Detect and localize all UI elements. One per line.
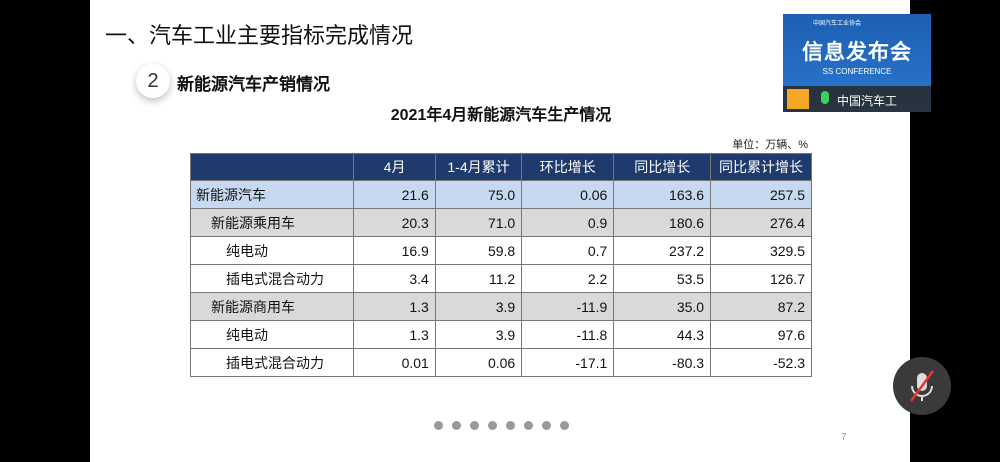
- column-header: [189, 153, 355, 181]
- cell: 44.3: [613, 320, 712, 349]
- cell: 2.2: [521, 264, 615, 293]
- mic-indicator: [821, 91, 829, 104]
- cell: 0.06: [434, 348, 523, 377]
- user-icon: [787, 89, 809, 109]
- cell: 87.2: [710, 292, 812, 321]
- video-banner: 信息发布会: [802, 41, 912, 64]
- cell: 163.6: [613, 180, 712, 209]
- row-label: 纯电动: [189, 320, 355, 349]
- table-row: 插电式混合动力 3.4 11.2 2.2 53.5 126.7: [189, 264, 812, 293]
- cell: 11.2: [434, 264, 523, 293]
- cell: 71.0: [434, 208, 523, 237]
- cell: 126.7: [710, 264, 812, 293]
- cell: 329.5: [710, 236, 812, 265]
- table-row: 新能源乘用车 20.3 71.0 0.9 180.6 276.4: [189, 208, 812, 237]
- mute-button[interactable]: [893, 357, 951, 415]
- video-logo: 中国汽车工业协会: [813, 21, 862, 27]
- video-subbanner: SS CONFERENCE: [822, 67, 892, 76]
- cell: -11.8: [521, 320, 615, 349]
- slide-title: 一、汽车工业主要指标完成情况: [105, 23, 414, 48]
- cell: 0.01: [353, 348, 436, 377]
- cell: 35.0: [613, 292, 712, 321]
- cell: 53.5: [613, 264, 712, 293]
- cell: 0.9: [521, 208, 615, 237]
- cell: -80.3: [613, 348, 712, 377]
- home-indicator: [372, 445, 628, 450]
- column-header: 4月: [353, 153, 436, 181]
- header-row: 4月 1-4月累计 环比增长 同比增长 同比累计增长: [189, 153, 812, 181]
- section-title: 新能源汽车产销情况: [177, 75, 330, 94]
- page-number: 7: [841, 432, 847, 443]
- section-number: 2: [136, 64, 170, 98]
- row-label: 纯电动: [189, 236, 355, 265]
- cell: -17.1: [521, 348, 615, 377]
- cell: 1.3: [353, 292, 436, 321]
- cell: 21.6: [353, 180, 436, 209]
- cell: 0.06: [521, 180, 615, 209]
- row-label: 插电式混合动力: [189, 348, 355, 377]
- pagination-dots[interactable]: [434, 421, 569, 430]
- cell: -52.3: [710, 348, 812, 377]
- cell: 16.9: [353, 236, 436, 265]
- table-row: 新能源汽车 21.6 75.0 0.06 163.6 257.5: [189, 180, 812, 209]
- cell: 3.9: [434, 320, 523, 349]
- cell: 20.3: [353, 208, 436, 237]
- participant-bar: 中国汽车工: [783, 86, 931, 112]
- cell: 1.3: [353, 320, 436, 349]
- table-row: 新能源商用车 1.3 3.9 -11.9 35.0 87.2: [189, 292, 812, 321]
- video-thumbnail[interactable]: 中国汽车工业协会 信息发布会 SS CONFERENCE 中国汽车工: [783, 14, 931, 112]
- cell: 75.0: [434, 180, 523, 209]
- table-title: 2021年4月新能源汽车生产情况: [390, 107, 612, 124]
- row-label: 新能源汽车: [189, 180, 355, 209]
- participant-name: 中国汽车工: [837, 94, 898, 108]
- cell: 3.4: [353, 264, 436, 293]
- data-table: 4月 1-4月累计 环比增长 同比增长 同比累计增长 新能源汽车 21.6 75.0 0.06 1…: [189, 153, 812, 377]
- row-label: 新能源商用车: [189, 292, 355, 321]
- cell: 180.6: [613, 208, 712, 237]
- column-header: 同比累计增长: [710, 153, 812, 181]
- mute-icon: [909, 370, 935, 402]
- cell: 3.9: [434, 292, 523, 321]
- column-header: 1-4月累计: [434, 153, 523, 181]
- row-label: 插电式混合动力: [189, 264, 355, 293]
- cell: -11.9: [521, 292, 615, 321]
- cell: 237.2: [613, 236, 712, 265]
- cell: 97.6: [710, 320, 812, 349]
- cell: 276.4: [710, 208, 812, 237]
- row-label: 新能源乘用车: [189, 208, 355, 237]
- cell: 0.7: [521, 236, 615, 265]
- cell: 59.8: [434, 236, 523, 265]
- table-row: 纯电动 16.9 59.8 0.7 237.2 329.5: [189, 236, 812, 265]
- cell: 257.5: [710, 180, 812, 209]
- unit-note: 单位：万辆、%: [732, 139, 808, 151]
- table-row: 纯电动 1.3 3.9 -11.8 44.3 97.6: [189, 320, 812, 349]
- column-header: 环比增长: [521, 153, 615, 181]
- table-row: 插电式混合动力 0.01 0.06 -17.1 -80.3 -52.3: [189, 348, 812, 377]
- column-header: 同比增长: [613, 153, 712, 181]
